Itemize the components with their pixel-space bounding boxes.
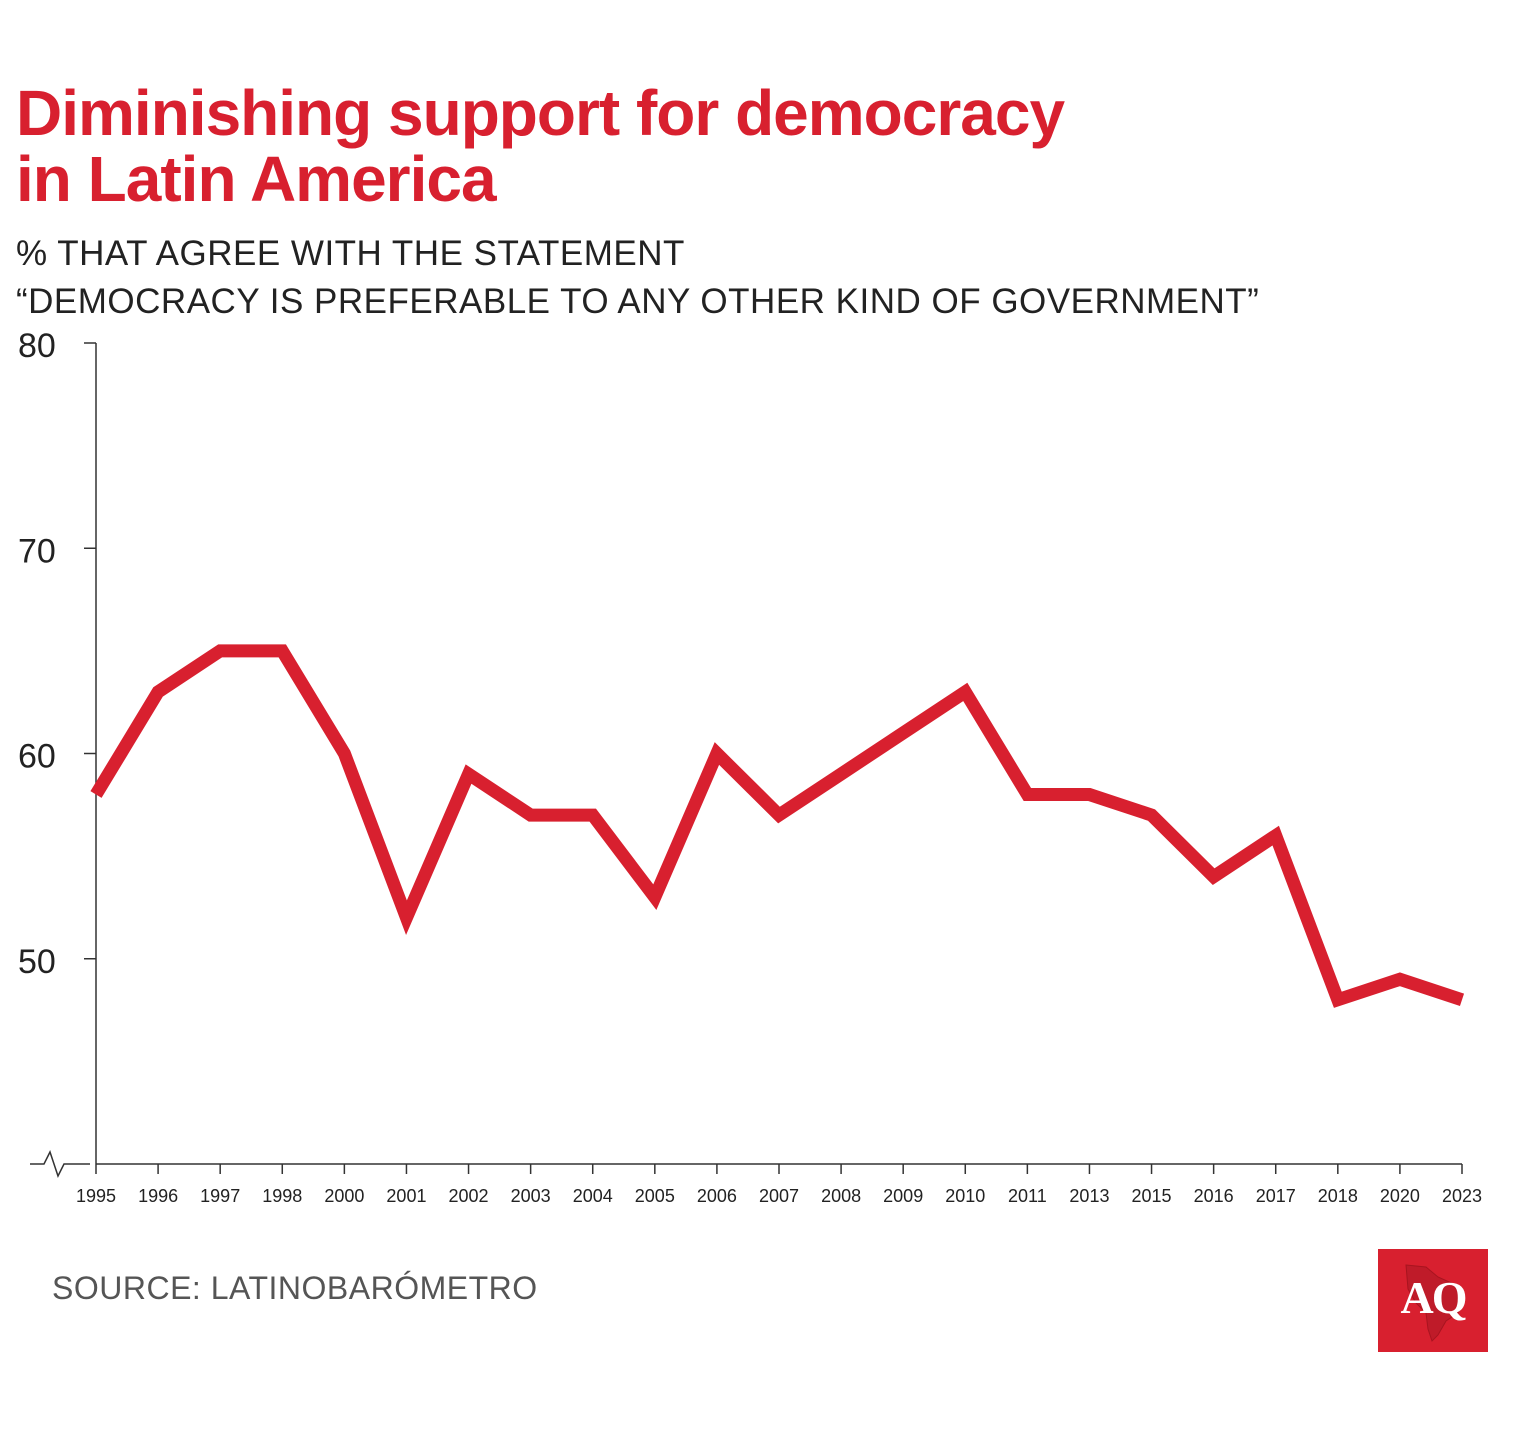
x-tick-label: 1998 <box>262 1186 302 1206</box>
x-tick-label: 2000 <box>324 1186 364 1206</box>
logo-text: AQ <box>1400 1272 1468 1323</box>
x-tick-label: 2023 <box>1442 1186 1482 1206</box>
subtitle-line-2: “DEMOCRACY IS PREFERABLE TO ANY OTHER KI… <box>16 282 1260 321</box>
chart-title: Diminishing support for democracy in Lat… <box>16 80 1316 212</box>
title-line-2: in Latin America <box>16 143 497 215</box>
x-tick-label: 2008 <box>821 1186 861 1206</box>
x-tick-label: 2018 <box>1318 1186 1358 1206</box>
x-tick-label: 2020 <box>1380 1186 1420 1206</box>
x-tick-label: 2015 <box>1132 1186 1172 1206</box>
x-tick-label: 2013 <box>1069 1186 1109 1206</box>
x-tick-label: 2005 <box>635 1186 675 1206</box>
y-tick-label: 80 <box>18 327 56 365</box>
x-tick-label: 2009 <box>883 1186 923 1206</box>
source-note: SOURCE: LATINOBARÓMETRO <box>52 1270 538 1306</box>
x-tick-label: 2011 <box>1008 1186 1047 1206</box>
x-tick-label: 2003 <box>511 1186 551 1206</box>
x-tick-label: 2004 <box>573 1186 613 1206</box>
x-tick-label: 2010 <box>945 1186 985 1206</box>
axis-break-icon <box>30 1150 90 1178</box>
x-tick-label: 1996 <box>138 1186 178 1206</box>
chart-subtitle: % THAT AGREE WITH THE STATEMENT “DEMOCRA… <box>16 230 1496 326</box>
title-line-1: Diminishing support for democracy <box>16 77 1065 149</box>
x-tick-label: 2007 <box>759 1186 799 1206</box>
aq-logo: AQ <box>1378 1249 1488 1352</box>
subtitle-line-1: % THAT AGREE WITH THE STATEMENT <box>16 234 685 273</box>
y-tick-label: 70 <box>18 532 56 570</box>
x-tick-label: 2006 <box>697 1186 737 1206</box>
x-tick-label: 2016 <box>1194 1186 1234 1206</box>
x-tick-label: 2017 <box>1256 1186 1296 1206</box>
x-tick-label: 2001 <box>386 1186 426 1206</box>
series-line <box>90 644 1465 1008</box>
y-tick-label: 60 <box>18 738 56 776</box>
x-tick-label: 2002 <box>449 1186 489 1206</box>
y-tick-label: 50 <box>18 943 56 981</box>
latin-america-map-icon <box>1405 1264 1465 1342</box>
x-tick-label: 1997 <box>200 1186 240 1206</box>
line-chart: 50 60 70 80 1995 1996 1997 1998 2000 2001 2002 2003… <box>18 327 1482 1206</box>
x-tick-label: 1995 <box>76 1186 116 1206</box>
